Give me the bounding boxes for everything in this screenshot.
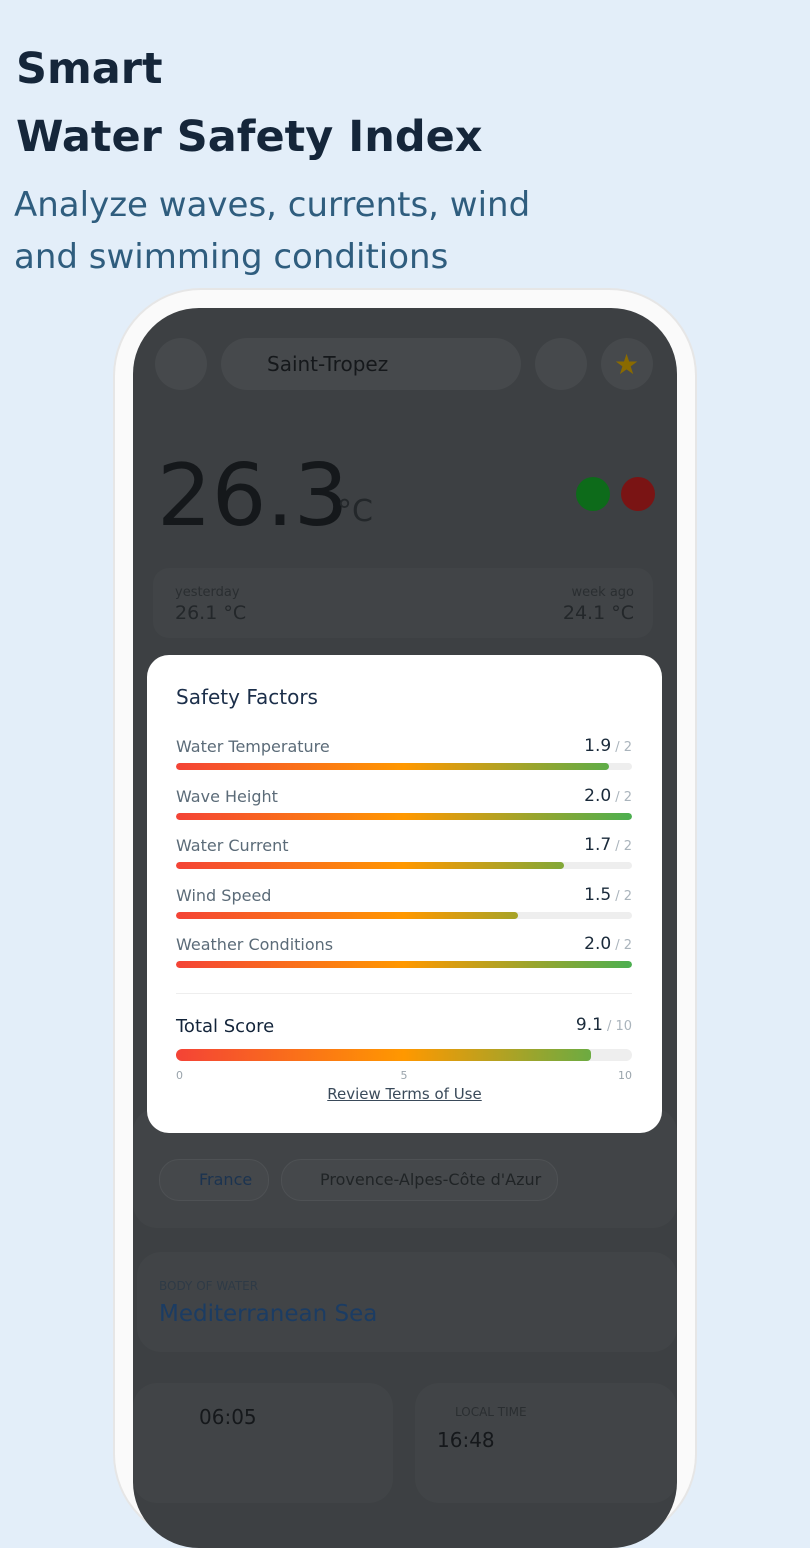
max: / 2 <box>615 839 632 854</box>
factor-value: 1.5/ 2 <box>584 885 632 905</box>
sunrise: 06:05 <box>199 1405 257 1429</box>
scale-tick: 5 <box>400 1069 408 1082</box>
factor-value: 1.7/ 2 <box>584 835 632 855</box>
down-icon <box>621 477 655 511</box>
up-icon <box>576 477 610 511</box>
bar-track <box>176 1049 632 1061</box>
factor-name: Water Temperature <box>176 737 330 756</box>
max: / 2 <box>615 888 632 904</box>
factor-value: 1.9/ 2 <box>584 736 632 756</box>
bar-fill <box>176 812 632 820</box>
history-card <box>153 568 653 638</box>
scale-tick: 10 <box>618 1069 632 1082</box>
value: 1.9 <box>584 736 612 756</box>
safety-dialog: Safety Factors Water Temperature 1.9/ 2 Wa… <box>147 655 662 1133</box>
body-label: BODY OF WATER <box>159 1279 259 1293</box>
widgets-button[interactable] <box>535 338 587 390</box>
subtitle: and swimming conditions <box>14 237 449 277</box>
factor-name: Wave Height <box>176 786 278 806</box>
value: 1.7 <box>584 835 612 855</box>
page: Smart Water Safety Index Analyze waves, … <box>14 44 695 1548</box>
subtitle: Analyze waves, currents, wind <box>14 185 531 225</box>
bar-track <box>176 961 632 968</box>
value: 2.0 <box>584 785 612 806</box>
bar-fill <box>176 862 564 869</box>
factor-name: Water Current <box>176 836 289 855</box>
bar-fill <box>176 961 632 968</box>
bar-fill <box>176 763 610 770</box>
bar-fill <box>176 1049 591 1061</box>
menu-button[interactable] <box>155 338 207 390</box>
bar-track <box>176 862 632 869</box>
factor-name: Weather Conditions <box>176 935 334 954</box>
value: 1.5 <box>584 884 612 905</box>
temperature: 26.3 <box>157 446 349 546</box>
value: 2.0 <box>584 934 612 954</box>
terms-link[interactable]: Review Terms of Use <box>327 1085 482 1103</box>
max: / 2 <box>615 740 632 755</box>
week-value: 24.1 °C <box>562 602 634 624</box>
bar-track <box>176 812 632 820</box>
max: / 10 <box>606 1019 632 1034</box>
chip-text: France <box>199 1170 253 1189</box>
search-box[interactable] <box>221 338 521 390</box>
chip[interactable] <box>281 1159 558 1201</box>
dialog-title: Safety Factors <box>176 685 318 709</box>
headline: Smart <box>16 44 163 94</box>
yesterday-value: 26.1 °C <box>175 602 247 624</box>
bar-fill <box>176 911 518 919</box>
sun-card <box>133 1383 393 1503</box>
max: / 2 <box>615 938 632 953</box>
bar-track <box>176 911 632 919</box>
factor-value: 2.0/ 2 <box>584 786 632 806</box>
scale-tick: 0 <box>176 1069 183 1082</box>
favorite-button[interactable]: ★ <box>601 338 653 390</box>
factor-name: Total Score <box>176 1016 275 1037</box>
temperature-unit: °C <box>337 494 373 529</box>
divider <box>176 993 632 994</box>
body-value: Mediterranean Sea <box>159 1301 378 1327</box>
week-label: week ago <box>571 585 634 600</box>
max: / 2 <box>615 789 632 805</box>
search-text: Saint-Tropez <box>267 352 389 376</box>
local-time-label: LOCAL TIME <box>455 1405 527 1419</box>
yesterday-label: yesterday <box>175 585 240 600</box>
factor-value: 9.1/ 10 <box>576 1015 632 1035</box>
body-card <box>137 1252 677 1352</box>
bar-track <box>176 763 632 770</box>
chip[interactable] <box>159 1159 269 1201</box>
local-time: 16:48 <box>437 1428 495 1452</box>
headline: Water Safety Index <box>16 112 483 162</box>
factor-value: 2.0/ 2 <box>584 934 632 954</box>
chip-text: Provence-Alpes-Côte d'Azur <box>320 1170 542 1189</box>
value: 9.1 <box>575 1015 603 1035</box>
factor-name: Wind Speed <box>176 885 272 905</box>
